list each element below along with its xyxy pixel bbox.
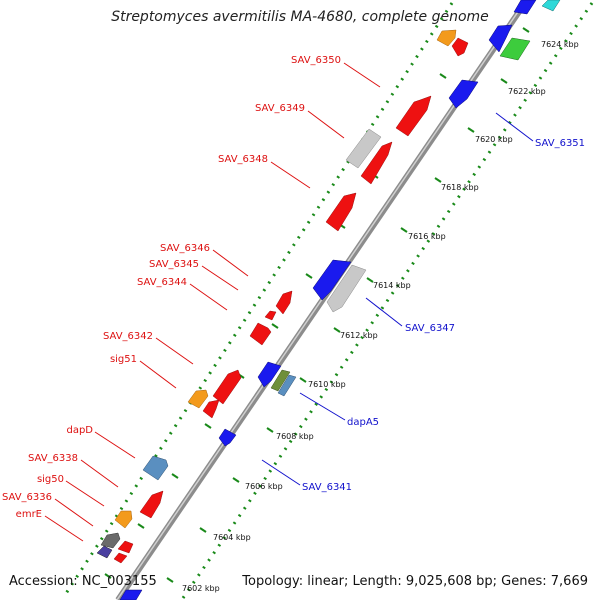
gene-label-sav6338[interactable]: SAV_6338 — [28, 453, 78, 464]
gene-block-sav6349b[interactable] — [360, 141, 393, 185]
topology-text: Topology: linear; Length: 9,025,608 bp; … — [242, 574, 588, 589]
gene-block-sav6342[interactable] — [212, 369, 242, 405]
gene-label-sav6347[interactable]: SAV_6347 — [405, 323, 455, 334]
gene-block-top-orange[interactable] — [436, 29, 457, 47]
gene-block-sav6350[interactable] — [395, 95, 432, 137]
gene-block-top-blue-2[interactable] — [513, 0, 537, 15]
kbp-label: 7612 kbp — [340, 331, 378, 340]
gene-block-top-blue-1[interactable] — [488, 24, 513, 53]
kbp-label: 7604 kbp — [213, 533, 251, 542]
gene-label-sav6349[interactable]: SAV_6349 — [255, 103, 305, 114]
kbp-label: 7606 kbp — [245, 482, 283, 491]
gene-block-top-green[interactable] — [499, 37, 531, 61]
reverse-connectors — [261, 112, 534, 486]
kbp-label: 7616 kbp — [408, 232, 446, 241]
gene-block-dapd[interactable] — [142, 455, 169, 481]
gene-label-emre[interactable]: emrE — [16, 509, 42, 520]
gene-label-sav6350[interactable]: SAV_6350 — [291, 55, 341, 66]
gene-block-sav6347-blue[interactable] — [312, 259, 352, 301]
gene-block-dapa5-blue[interactable] — [257, 361, 282, 388]
kbp-label: 7620 kbp — [475, 135, 513, 144]
gene-label-sav6348[interactable]: SAV_6348 — [218, 154, 268, 165]
forward-tick-track — [61, 2, 454, 599]
gene-label-sig51[interactable]: sig51 — [110, 354, 137, 365]
kbp-label: 7608 kbp — [276, 432, 314, 441]
gene-label-sav6341[interactable]: SAV_6341 — [302, 482, 352, 493]
gene-block-top-red[interactable] — [451, 37, 469, 57]
kbp-label: 7610 kbp — [308, 380, 346, 389]
gene-block-sav6338[interactable] — [139, 490, 164, 519]
gene-block-sig50[interactable] — [114, 510, 133, 529]
page-title: Streptomyces avermitilis MA-4680, comple… — [111, 9, 489, 25]
gene-block-emre[interactable] — [96, 545, 113, 559]
gene-block-sav6351[interactable] — [448, 79, 479, 109]
gene-label-sav6351[interactable]: SAV_6351 — [535, 138, 585, 149]
gene-block-sav6336b[interactable] — [117, 540, 134, 554]
kbp-label: 7622 kbp — [508, 87, 546, 96]
accession-text: Accession: NC_003155 — [9, 574, 157, 589]
reverse-genes — [119, 0, 561, 600]
gene-block-sav6341[interactable] — [218, 428, 237, 447]
gene-block-sav6348[interactable] — [325, 192, 357, 232]
forward-genes — [96, 29, 469, 564]
gene-block-emre-b[interactable] — [113, 552, 128, 564]
gene-block-sav6346[interactable] — [275, 290, 293, 315]
gene-block-dapa5-olive[interactable] — [270, 369, 291, 392]
gene-block-sav6345[interactable] — [264, 310, 277, 321]
gene-block-bottom-blue[interactable] — [119, 589, 143, 600]
kbp-label: 7602 kbp — [182, 584, 220, 593]
gene-label-dapd[interactable]: dapD — [66, 425, 93, 436]
gene-block-sav6336[interactable] — [100, 532, 121, 549]
gene-block-sav6347[interactable] — [326, 264, 367, 313]
kbp-label: 7618 kbp — [441, 183, 479, 192]
gene-block-sig51b[interactable] — [202, 399, 220, 419]
gene-block-sig51[interactable] — [187, 389, 209, 409]
gene-label-sav6345[interactable]: SAV_6345 — [149, 259, 199, 270]
gene-block-sav6344[interactable] — [249, 322, 272, 346]
gene-block-top-cyan[interactable] — [541, 0, 561, 12]
gene-block-sav6349[interactable] — [345, 128, 382, 169]
reverse-tick-track — [181, 2, 594, 599]
kbp-label: 7614 kbp — [373, 281, 411, 290]
gene-label-sig50[interactable]: sig50 — [37, 474, 64, 485]
gene-block-dapa5[interactable] — [277, 374, 297, 397]
forward-connectors — [44, 62, 381, 542]
gene-label-sav6336[interactable]: SAV_6336 — [2, 492, 52, 503]
gene-label-sav6344[interactable]: SAV_6344 — [137, 277, 187, 288]
gene-label-sav6346[interactable]: SAV_6346 — [160, 243, 210, 254]
kbp-label: 7624 kbp — [541, 40, 579, 49]
gene-label-sav6342[interactable]: SAV_6342 — [103, 331, 153, 342]
gene-label-dapa5[interactable]: dapA5 — [347, 417, 379, 428]
